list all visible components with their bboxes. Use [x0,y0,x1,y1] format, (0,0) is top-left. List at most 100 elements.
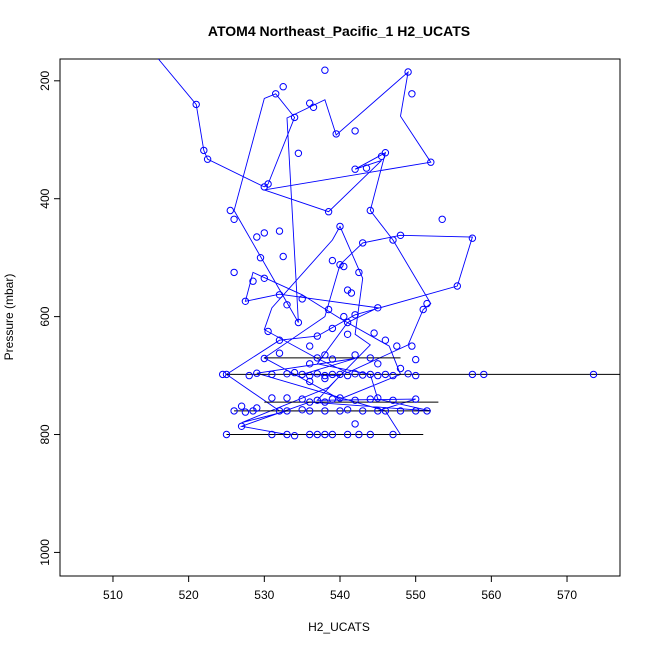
data-point [241,297,250,305]
data-point [268,430,276,439]
data-point [359,407,367,415]
data-point [393,342,401,350]
y-tick-label: 1000 [38,539,52,566]
data-point [370,329,378,337]
data-point [313,354,321,362]
data-point [230,268,238,277]
data-point [268,394,276,402]
data-point [313,332,321,340]
data-point [328,324,337,333]
data-point [321,66,329,74]
data-point [480,370,488,379]
x-tick-label: 540 [330,588,350,602]
y-tick-label: 200 [38,70,52,90]
y-tick-label: 400 [38,188,52,208]
data-point [389,236,397,244]
data-point [264,180,272,188]
data-point [230,215,238,224]
data-point [381,407,390,415]
data-point [332,130,340,138]
data-point [340,262,348,271]
data-point [412,371,420,380]
data-point [275,291,284,299]
data-point [306,360,314,368]
data-point [313,370,321,378]
data-point [328,430,337,439]
x-tick-label: 510 [103,588,123,602]
x-axis-label: H2_UCATS [308,620,370,634]
data-point [343,406,352,414]
data-point [237,402,246,410]
data-point [306,99,314,107]
data-point [328,395,337,403]
data-point [328,256,337,265]
data-point [427,158,435,166]
data-point [264,327,272,336]
data-point [321,351,329,359]
y-axis-label: Pressure (mbar) [2,274,16,361]
data-point [313,396,321,404]
data-point [381,370,390,379]
data-point [256,254,265,262]
data-point [336,407,344,415]
data-point [283,394,291,402]
data-point [328,370,337,379]
data-point [351,351,359,359]
data-point [351,370,359,378]
data-point [351,396,359,404]
data-point [275,336,284,344]
data-point [336,261,344,269]
data-point [381,336,390,344]
data-point [336,370,344,379]
data-point [321,374,329,383]
data-point [275,227,284,235]
data-point [219,370,227,379]
data-point [343,371,352,380]
plot-area [158,59,620,440]
data-point [306,342,314,350]
data-point [298,395,306,403]
data-point [404,68,412,76]
data-point [283,301,291,309]
data-point [283,430,291,439]
data-point [423,407,431,415]
data-point [381,149,390,157]
chart-title: ATOM4 Northeast_Pacific_1 H2_UCATS [208,23,470,39]
data-point [272,90,280,98]
data-point [468,234,477,242]
data-point [351,311,359,319]
data-point [396,364,405,373]
x-tick-label: 570 [557,588,577,602]
data-point [200,146,208,155]
data-point [279,252,287,261]
data-point [260,229,268,237]
data-point [412,407,420,415]
data-point [241,408,250,416]
data-point [453,282,461,290]
data-point [408,90,416,98]
data-point [306,407,314,415]
data-point [343,318,352,327]
data-point [313,430,321,439]
data-point [366,206,374,215]
data-point [290,113,299,122]
data-point [321,398,329,406]
data-point [283,407,291,415]
data-point [260,274,268,282]
x-tick-label: 530 [254,588,274,602]
data-point [290,432,299,440]
data-point [374,360,382,368]
x-tick-label: 560 [481,588,501,602]
data-point [222,370,231,379]
y-tick-label: 600 [38,306,52,326]
data-point [324,305,333,314]
data-point [294,149,303,158]
data-point [306,377,314,386]
data-point [275,407,284,415]
data-point [324,208,333,216]
data-point [404,370,412,378]
data-point [283,370,291,378]
data-point [260,354,268,363]
